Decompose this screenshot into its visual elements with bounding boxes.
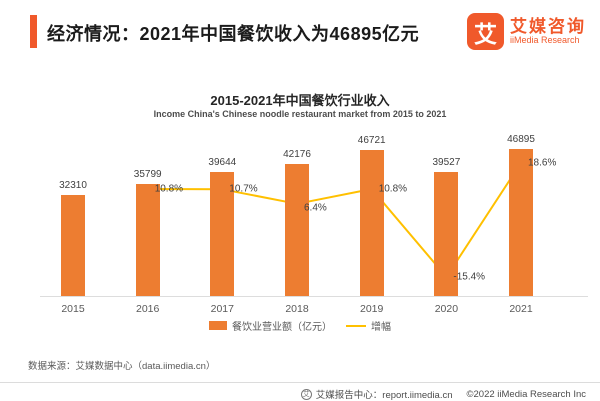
bar-value-label: 42176 <box>283 149 311 160</box>
x-axis-line <box>40 296 588 297</box>
bar-2015 <box>61 195 85 296</box>
plot-area: 32310 2015 35799 2016 10.8% 39644 2017 10.7% 421… <box>40 130 588 315</box>
bar-2019 <box>359 150 384 296</box>
bar-value-label: 46721 <box>357 135 386 146</box>
x-axis-label: 2015 <box>61 303 85 315</box>
footer-report-center: 艾 艾媒报告中心：report.iimedia.cn <box>300 387 453 401</box>
x-axis-label: 2017 <box>210 303 234 315</box>
bar-2021 <box>509 149 533 296</box>
legend-item-line: 增幅 <box>346 318 391 333</box>
bar-2018 <box>285 164 309 296</box>
bar-2017 <box>210 172 235 296</box>
growth-point-label: 6.4% <box>304 202 327 214</box>
globe-icon: 艾 <box>300 388 312 400</box>
growth-point-label: 18.6% <box>528 157 557 169</box>
data-source-note: 数据来源：艾媒数据中心（data.iimedia.cn） <box>28 361 216 372</box>
bar-series-label: 餐饮业营业额（亿元） <box>232 322 332 333</box>
footer: 艾 艾媒报告中心：report.iimedia.cn ©2022 iiMedia… <box>300 387 586 401</box>
page-title: 经济情况：2021年中国餐饮收入为46895亿元 <box>47 24 420 44</box>
footer-copyright: ©2022 iiMedia Research Inc <box>466 388 586 400</box>
bar-value-label: 46895 <box>507 134 535 145</box>
x-axis-label: 2020 <box>434 303 459 315</box>
bar-2016 <box>135 184 160 296</box>
bar-value-label: 35799 <box>133 169 162 180</box>
chart-legend: 餐饮业营业额（亿元） 增幅 <box>0 318 600 333</box>
imedia-logo: 艾 艾媒咨询 iiMedia Research <box>467 13 586 50</box>
legend-item-bar: 餐饮业营业额（亿元） <box>209 318 332 333</box>
logo-name-en: iiMedia Research <box>510 34 580 45</box>
logo-name-cn: 艾媒咨询 <box>510 16 586 36</box>
chart-subtitle: Income China's Chinese noodle restaurant… <box>153 109 447 119</box>
bar-value-label: 39644 <box>208 157 237 168</box>
x-axis-label: 2018 <box>285 303 309 315</box>
growth-point-label: -15.4% <box>453 271 486 283</box>
growth-point-label: 10.8% <box>378 183 408 195</box>
title-accent-bar <box>30 15 37 48</box>
x-axis-label: 2021 <box>509 303 533 315</box>
chart-title: 2015-2021年中国餐饮行业收入 <box>210 93 390 108</box>
line-series-label: 增幅 <box>371 322 391 333</box>
footer-report-link[interactable]: 艾媒报告中心：report.iimedia.cn <box>315 390 453 401</box>
x-axis-label: 2016 <box>136 303 160 315</box>
x-axis-label: 2019 <box>360 303 384 315</box>
imedia-logo-icon: 艾 <box>467 13 504 50</box>
line-series-swatch <box>346 324 366 327</box>
footer-divider <box>0 382 600 383</box>
bar-2020 <box>434 172 459 296</box>
bar-series-swatch <box>209 321 227 330</box>
growth-line <box>147 162 522 278</box>
growth-point-label: 10.7% <box>229 183 258 195</box>
bar-value-label: 39527 <box>432 157 461 168</box>
growth-point-label: 10.8% <box>154 183 184 195</box>
bar-value-label: 32310 <box>59 180 87 191</box>
